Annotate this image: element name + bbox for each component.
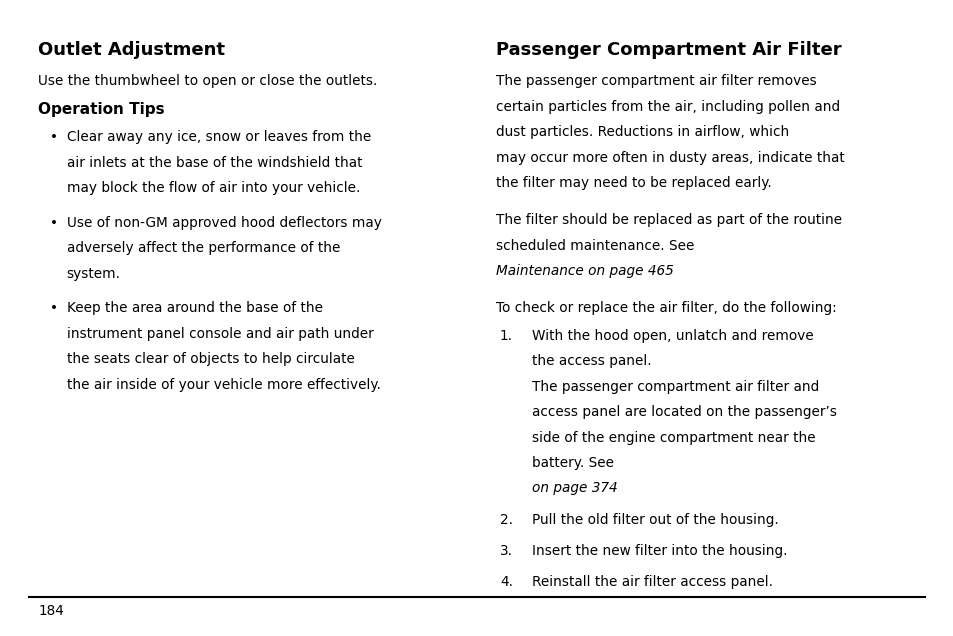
Text: The passenger compartment air filter removes: The passenger compartment air filter rem…: [496, 74, 816, 88]
Text: side of the engine compartment near the: side of the engine compartment near the: [532, 431, 815, 445]
Text: Clear away any ice, snow or leaves from the: Clear away any ice, snow or leaves from …: [67, 130, 371, 144]
Text: The passenger compartment air filter and: The passenger compartment air filter and: [532, 380, 819, 394]
Text: adversely affect the performance of the: adversely affect the performance of the: [67, 241, 340, 255]
Text: the seats clear of objects to help circulate: the seats clear of objects to help circu…: [67, 352, 355, 366]
Text: 3.: 3.: [499, 544, 513, 558]
Text: the air inside of your vehicle more effectively.: the air inside of your vehicle more effe…: [67, 378, 380, 392]
Text: air inlets at the base of the windshield that: air inlets at the base of the windshield…: [67, 156, 362, 170]
Text: the access panel.: the access panel.: [532, 354, 651, 368]
Text: Outlet Adjustment: Outlet Adjustment: [38, 41, 225, 59]
Text: •: •: [50, 216, 57, 230]
Text: Passenger Compartment Air Filter: Passenger Compartment Air Filter: [496, 41, 841, 59]
Text: may occur more often in dusty areas, indicate that: may occur more often in dusty areas, ind…: [496, 151, 844, 165]
Text: instrument panel console and air path under: instrument panel console and air path un…: [67, 327, 374, 341]
Text: •: •: [50, 130, 57, 144]
Text: With the hood open, unlatch and remove: With the hood open, unlatch and remove: [532, 329, 813, 343]
Text: Insert the new filter into the housing.: Insert the new filter into the housing.: [532, 544, 787, 558]
Text: Pull the old filter out of the housing.: Pull the old filter out of the housing.: [532, 513, 779, 527]
Text: To check or replace the air filter, do the following:: To check or replace the air filter, do t…: [496, 301, 836, 315]
Text: scheduled maintenance. See: scheduled maintenance. See: [496, 238, 699, 252]
Text: The filter should be replaced as part of the routine: The filter should be replaced as part of…: [496, 213, 841, 227]
Text: Use the thumbwheel to open or close the outlets.: Use the thumbwheel to open or close the …: [38, 74, 377, 88]
Text: 4.: 4.: [499, 575, 513, 589]
Text: access panel are located on the passenger’s: access panel are located on the passenge…: [532, 405, 837, 419]
Text: battery. See: battery. See: [532, 456, 618, 470]
Text: Operation Tips: Operation Tips: [38, 102, 165, 118]
Text: 1.: 1.: [499, 329, 513, 343]
Text: certain particles from the air, including pollen and: certain particles from the air, includin…: [496, 100, 840, 114]
Text: may block the flow of air into your vehicle.: may block the flow of air into your vehi…: [67, 181, 360, 195]
Text: the filter may need to be replaced early.: the filter may need to be replaced early…: [496, 176, 771, 190]
Text: on page 374: on page 374: [532, 481, 618, 495]
Text: Use of non-GM approved hood deflectors may: Use of non-GM approved hood deflectors m…: [67, 216, 381, 230]
Text: •: •: [50, 301, 57, 315]
Text: 184: 184: [38, 604, 64, 618]
Text: dust particles. Reductions in airflow, which: dust particles. Reductions in airflow, w…: [496, 125, 788, 139]
Text: Maintenance on page 465: Maintenance on page 465: [496, 264, 673, 278]
Text: 2.: 2.: [499, 513, 513, 527]
Text: Reinstall the air filter access panel.: Reinstall the air filter access panel.: [532, 575, 773, 589]
Text: system.: system.: [67, 266, 121, 280]
Text: Keep the area around the base of the: Keep the area around the base of the: [67, 301, 322, 315]
